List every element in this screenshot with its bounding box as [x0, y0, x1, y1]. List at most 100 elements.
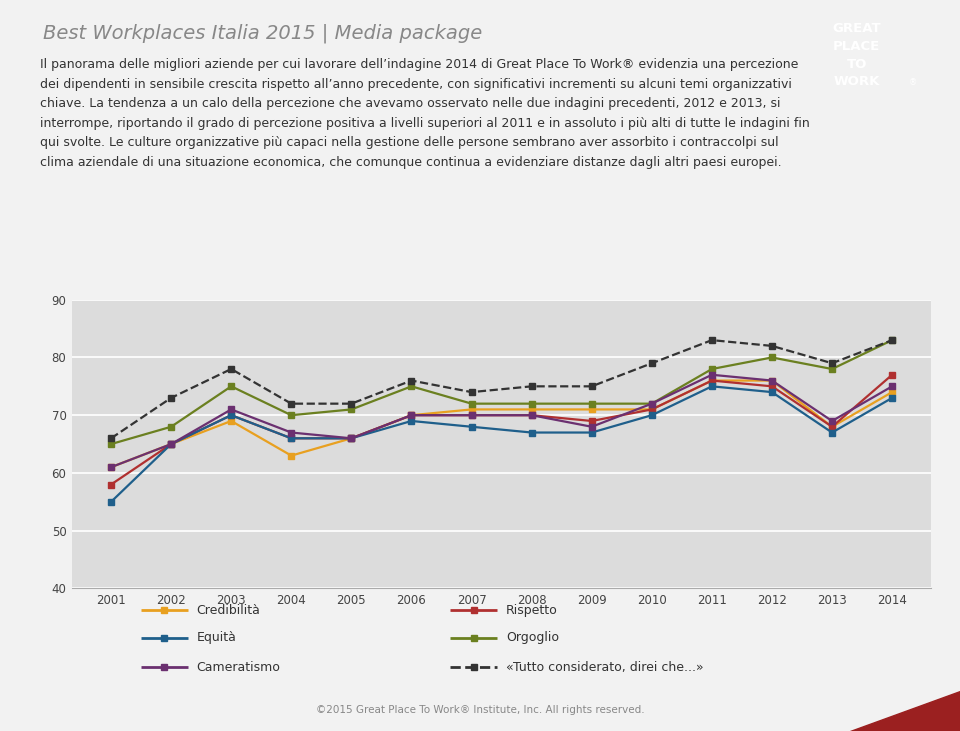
«Tutto considerato, direi che...»	[646, 359, 658, 368]
Line: Orgoglio: Orgoglio	[108, 337, 896, 447]
Credibilità	[886, 387, 898, 396]
Text: Orgoglio: Orgoglio	[506, 632, 559, 644]
Equità	[646, 411, 658, 420]
Credibilità	[226, 417, 237, 425]
Text: ®: ®	[909, 78, 918, 87]
Orgoglio	[406, 382, 418, 390]
«Tutto considerato, direi che...»	[766, 341, 778, 350]
Text: Best Workplaces Italia 2015 | Media package: Best Workplaces Italia 2015 | Media pack…	[43, 23, 483, 43]
Line: Equità: Equità	[108, 383, 896, 505]
Rispetto	[707, 376, 718, 385]
Cameratismo	[707, 371, 718, 379]
Polygon shape	[850, 691, 960, 731]
Equità	[466, 423, 477, 431]
Cameratismo	[466, 411, 477, 420]
Orgoglio	[766, 353, 778, 362]
Line: Credibilità: Credibilità	[108, 377, 896, 470]
Orgoglio	[285, 411, 297, 420]
Rispetto	[346, 434, 357, 443]
Text: WORK: WORK	[833, 75, 880, 88]
Cameratismo	[766, 376, 778, 385]
Credibilità	[346, 434, 357, 443]
Cameratismo	[285, 428, 297, 437]
Orgoglio	[586, 399, 597, 408]
Rispetto	[226, 411, 237, 420]
Rispetto	[406, 411, 418, 420]
«Tutto considerato, direi che...»	[346, 399, 357, 408]
Equità	[226, 411, 237, 420]
Equità	[707, 382, 718, 390]
Credibilità	[766, 376, 778, 385]
Equità	[346, 434, 357, 443]
Cameratismo	[586, 423, 597, 431]
Equità	[827, 428, 838, 437]
Rispetto	[106, 480, 117, 489]
«Tutto considerato, direi che...»	[526, 382, 538, 390]
Text: ©2015 Great Place To Work® Institute, Inc. All rights reserved.: ©2015 Great Place To Work® Institute, In…	[316, 705, 644, 715]
Orgoglio	[466, 399, 477, 408]
Line: Rispetto: Rispetto	[108, 371, 896, 488]
Line: Cameratismo: Cameratismo	[108, 371, 896, 470]
Cameratismo	[226, 405, 237, 414]
Text: Il panorama delle migliori aziende per cui lavorare dell’indagine 2014 di Great : Il panorama delle migliori aziende per c…	[40, 58, 810, 169]
«Tutto considerato, direi che...»	[106, 434, 117, 443]
Text: «Tutto considerato, direi che...»: «Tutto considerato, direi che...»	[506, 661, 704, 673]
Cameratismo	[106, 463, 117, 471]
Equità	[165, 439, 177, 448]
«Tutto considerato, direi che...»	[586, 382, 597, 390]
Text: Cameratismo: Cameratismo	[197, 661, 280, 673]
Equità	[106, 497, 117, 506]
Equità	[285, 434, 297, 443]
«Tutto considerato, direi che...»	[226, 365, 237, 374]
Credibilità	[827, 423, 838, 431]
Cameratismo	[886, 382, 898, 390]
Orgoglio	[106, 439, 117, 448]
«Tutto considerato, direi che...»	[886, 336, 898, 344]
Rispetto	[886, 371, 898, 379]
«Tutto considerato, direi che...»	[285, 399, 297, 408]
Credibilità	[646, 405, 658, 414]
Credibilità	[406, 411, 418, 420]
Orgoglio	[165, 423, 177, 431]
Orgoglio	[526, 399, 538, 408]
Credibilità	[586, 405, 597, 414]
«Tutto considerato, direi che...»	[707, 336, 718, 344]
Rispetto	[165, 439, 177, 448]
Equità	[406, 417, 418, 425]
Orgoglio	[707, 365, 718, 374]
Orgoglio	[346, 405, 357, 414]
Rispetto	[586, 417, 597, 425]
Credibilità	[707, 376, 718, 385]
Rispetto	[285, 434, 297, 443]
Cameratismo	[346, 434, 357, 443]
Rispetto	[827, 423, 838, 431]
«Tutto considerato, direi che...»	[165, 393, 177, 402]
Credibilità	[526, 405, 538, 414]
Equità	[586, 428, 597, 437]
Line: «Tutto considerato, direi che...»: «Tutto considerato, direi che...»	[108, 337, 896, 442]
Rispetto	[646, 405, 658, 414]
Cameratismo	[406, 411, 418, 420]
Credibilità	[106, 463, 117, 471]
Cameratismo	[526, 411, 538, 420]
Text: GREAT: GREAT	[832, 23, 881, 35]
Cameratismo	[165, 439, 177, 448]
Rispetto	[766, 382, 778, 390]
Equità	[886, 393, 898, 402]
«Tutto considerato, direi che...»	[466, 387, 477, 396]
Text: Credibilità: Credibilità	[197, 604, 260, 617]
Orgoglio	[886, 336, 898, 344]
Text: Rispetto: Rispetto	[506, 604, 558, 617]
Orgoglio	[226, 382, 237, 390]
Equità	[766, 387, 778, 396]
«Tutto considerato, direi che...»	[406, 376, 418, 385]
Credibilità	[165, 439, 177, 448]
Text: TO: TO	[847, 58, 867, 71]
Equità	[526, 428, 538, 437]
Rispetto	[466, 411, 477, 420]
Orgoglio	[827, 365, 838, 374]
Credibilità	[466, 405, 477, 414]
Cameratismo	[827, 417, 838, 425]
Orgoglio	[646, 399, 658, 408]
Rispetto	[526, 411, 538, 420]
